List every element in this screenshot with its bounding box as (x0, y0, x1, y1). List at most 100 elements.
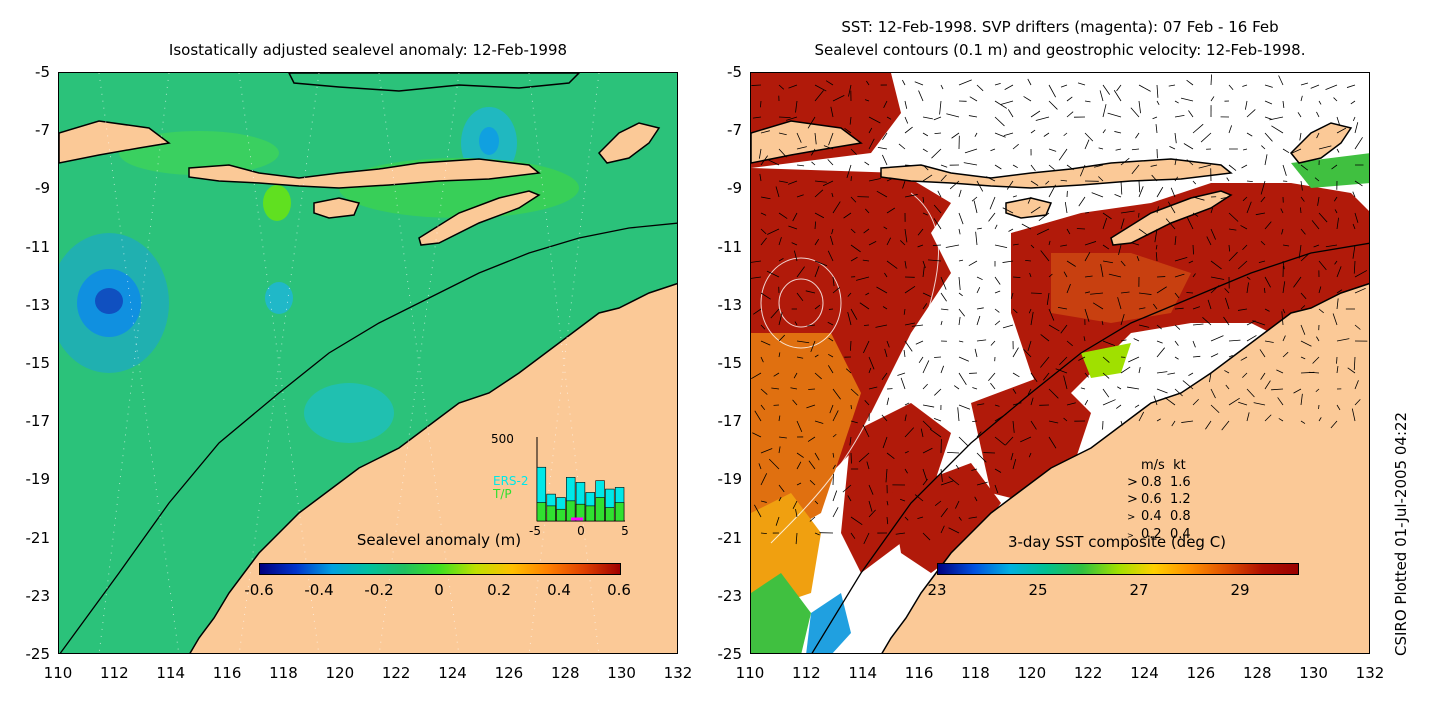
velocity-arrow (1156, 84, 1159, 98)
velocity-arrow (868, 240, 877, 246)
velocity-arrow (1133, 338, 1140, 342)
velocity-arrow (1102, 212, 1112, 220)
x-tick-label: 132 (1355, 664, 1385, 682)
velocity-arrow (810, 340, 816, 353)
x-tick-label: 130 (607, 664, 636, 682)
velocity-arrow (976, 403, 985, 406)
velocity-arrow (1058, 148, 1068, 161)
velocity-arrow (1246, 335, 1257, 342)
velocity-arrow (1174, 388, 1183, 397)
velocity-arrow (1264, 340, 1274, 343)
velocity-arrow (796, 266, 805, 278)
left-colorbar-title: Sealevel anomaly (m) (356, 531, 522, 549)
velocity-arrow (858, 452, 870, 463)
velocity-arrow (1351, 408, 1356, 422)
velocity-arrow (868, 500, 873, 512)
velocity-arrow (1246, 180, 1253, 183)
velocity-arrow (1138, 292, 1152, 295)
velocity-arrow (796, 420, 803, 433)
velocity-arrow (958, 308, 965, 317)
velocity-arrow (1102, 399, 1116, 406)
velocity-arrow (1192, 244, 1194, 255)
y-tick-label: -7 (35, 121, 50, 140)
velocity-arrow (775, 516, 780, 526)
velocity-arrow (933, 116, 942, 121)
velocity-arrow (940, 320, 943, 326)
x-tick-label: 120 (1017, 664, 1047, 682)
velocity-arrow (904, 322, 916, 326)
velocity-arrow (1210, 335, 1224, 342)
velocity-arrow (1246, 109, 1256, 118)
velocity-arrow (1228, 355, 1233, 358)
velocity-arrow (1192, 196, 1205, 201)
velocity-arrow (1263, 287, 1266, 294)
velocity-arrow (876, 190, 888, 198)
anomaly-high-region (263, 185, 291, 221)
velocity-arrow (1012, 388, 1017, 394)
velocity-arrow (1246, 276, 1251, 280)
right-colorbar (937, 563, 1299, 575)
velocity-arrow (1030, 164, 1036, 172)
velocity-arrow (1192, 306, 1201, 310)
velocity-arrow (814, 180, 827, 183)
velocity-arrow (990, 340, 996, 346)
velocity-arrow (831, 192, 834, 198)
velocity-arrow (940, 84, 944, 90)
velocity-arrow (1313, 244, 1320, 248)
velocity-arrow (850, 308, 858, 320)
velocity-arrow (1210, 276, 1225, 280)
velocity-arrow (868, 509, 876, 518)
velocity-arrow (988, 212, 996, 222)
velocity-arrow (1210, 260, 1222, 270)
velocity-arrow (902, 180, 906, 189)
velocity-arrow (886, 177, 893, 182)
inset-xtick-right: 5 (621, 524, 629, 538)
velocity-arrow (1152, 116, 1158, 120)
velocity-arrow (1282, 100, 1285, 108)
velocity-arrow (1057, 307, 1068, 310)
velocity-arrow (1188, 110, 1194, 118)
velocity-arrow (1210, 353, 1219, 358)
velocity-arrow (1354, 380, 1359, 390)
velocity-arrow (832, 507, 839, 518)
velocity-arrow (976, 227, 982, 230)
velocity-arrow (1079, 164, 1086, 177)
velocity-arrow (1186, 292, 1194, 294)
velocity-arrow (814, 452, 820, 461)
velocity-arrow (1333, 97, 1338, 102)
velocity-arrow (904, 468, 908, 474)
velocity-arrow (1312, 356, 1320, 364)
velocity-arrow (1126, 386, 1140, 390)
velocity-arrow (951, 132, 960, 139)
velocity-arrow (1354, 137, 1363, 150)
velocity-arrow (1242, 196, 1248, 202)
velocity-arrow (1060, 244, 1068, 247)
inset-bar-tp (536, 502, 547, 522)
velocity-arrow (883, 226, 888, 230)
velocity-arrow (1242, 148, 1248, 151)
velocity-arrow (1314, 177, 1320, 182)
velocity-arrow (864, 99, 870, 102)
velocity-arrow (814, 265, 820, 278)
y-tick-label: -19 (717, 470, 743, 489)
y-tick-label: -21 (25, 528, 51, 547)
velocity-arrow (1030, 372, 1038, 382)
velocity-arrow (778, 258, 784, 262)
right-panel-title-line2: Sealevel contours (0.1 m) and geostrophi… (814, 41, 1306, 59)
velocity-arrow (760, 100, 762, 108)
velocity-arrow (1264, 132, 1273, 142)
velocity-arrow (958, 79, 972, 86)
velocity-arrow (976, 84, 984, 92)
velocity-arrow (1084, 372, 1089, 378)
velocity-arrow (850, 148, 857, 155)
velocity-arrow (814, 532, 820, 536)
velocity-arrow (1066, 260, 1076, 267)
velocity-arrow (845, 368, 852, 374)
velocity-arrow (1060, 84, 1068, 88)
inset-bar-tp (575, 503, 586, 522)
velocity-arrow (814, 372, 822, 380)
x-tick-label: 110 (43, 664, 73, 682)
inset-bar-tp (595, 497, 605, 522)
velocity-arrow (1012, 420, 1015, 433)
velocity-arrow (790, 387, 798, 390)
